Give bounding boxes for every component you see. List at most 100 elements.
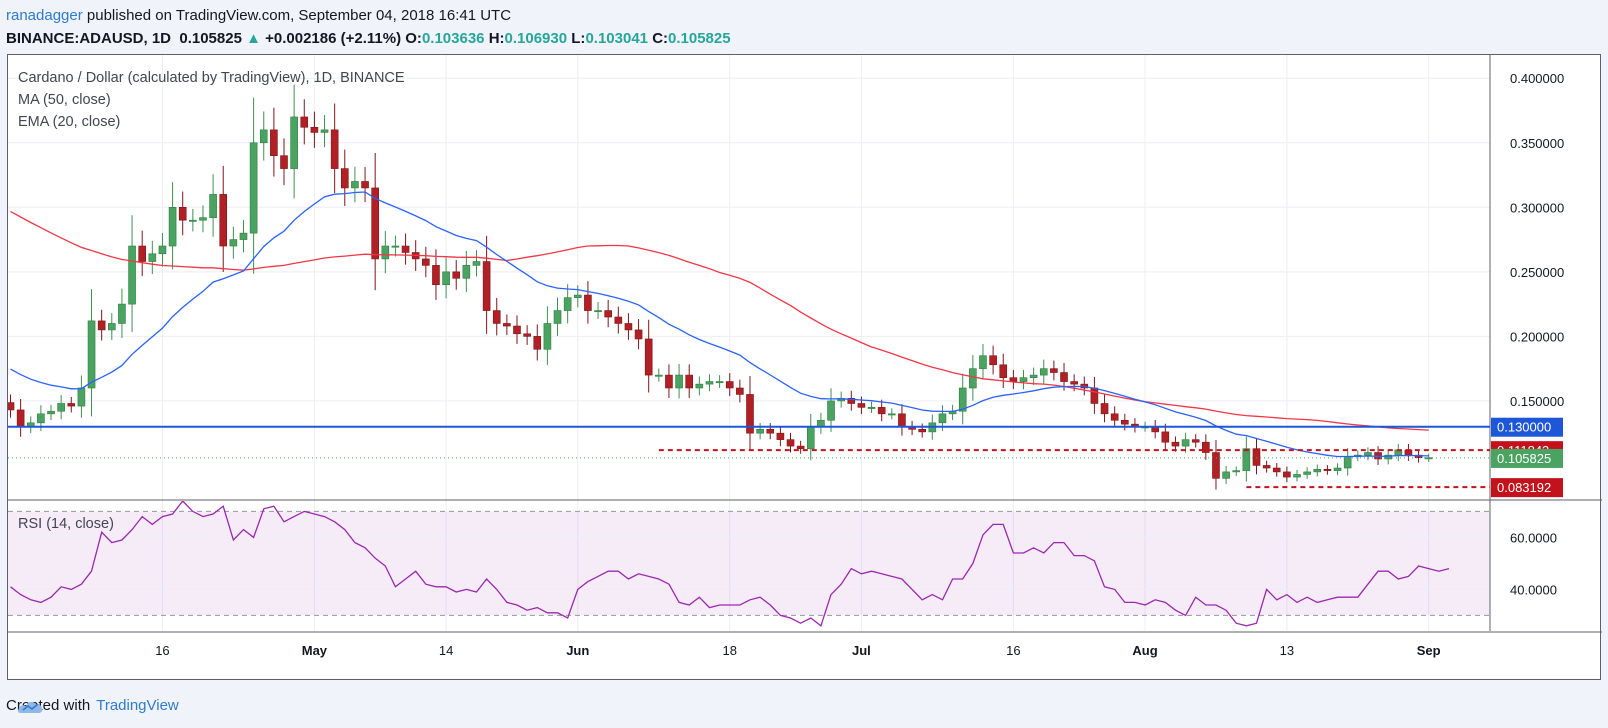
candle-body-down [523, 333, 531, 337]
chart-area[interactable]: 16 May 14 Jun 18 Jul 16 Aug 13 Sep 0.400000 0.35000… [7, 54, 1602, 681]
candle [918, 423, 927, 438]
candle-body-down [766, 429, 775, 434]
candle [239, 220, 248, 253]
candle [138, 230, 146, 277]
candle [685, 364, 694, 399]
candle-body-up [37, 413, 45, 424]
candle [199, 205, 207, 233]
candle-body-up [867, 407, 876, 409]
candle-body-down [1110, 413, 1119, 421]
candle [634, 319, 643, 350]
candle-body-down [492, 310, 501, 324]
candle-body-up [1029, 374, 1038, 378]
candle-body-down [796, 445, 805, 449]
candle-body-down [1121, 419, 1129, 425]
candle [1262, 460, 1271, 473]
candle [148, 240, 157, 275]
candle [300, 99, 309, 145]
candle-body-down [8, 402, 15, 411]
candle [1029, 367, 1038, 386]
candle [1323, 465, 1332, 475]
candle [57, 395, 65, 420]
price-chart[interactable]: 16 May 14 Jun 18 Jul 16 Aug 13 Sep 0.400000 0.35000… [8, 55, 1602, 681]
candle [1232, 466, 1241, 476]
y-tick-label: 0.200000 [1510, 329, 1564, 344]
x-tick-label: 14 [439, 643, 453, 658]
publish-line: ranadagger published on TradingView.com,… [6, 4, 731, 27]
candle [563, 284, 572, 324]
candle [1252, 438, 1261, 475]
candle [280, 138, 288, 186]
candle-body-down [219, 194, 228, 247]
candle-body-up [888, 413, 896, 416]
candle [533, 324, 542, 361]
candle-body-down [999, 364, 1008, 378]
chart-header: ranadagger published on TradingView.com,… [6, 4, 731, 50]
candle-body-up [442, 271, 450, 286]
x-tick-label: Jul [852, 643, 871, 658]
candle [158, 232, 167, 267]
candle [776, 426, 785, 447]
candle [857, 396, 866, 415]
candle [1039, 359, 1048, 384]
candle [1293, 469, 1301, 482]
candle-body-down [1009, 377, 1018, 382]
candle-body-up [168, 207, 177, 247]
candle [310, 111, 319, 148]
candle [908, 420, 916, 436]
candle-body-down [422, 258, 430, 266]
candle-body-down [1070, 381, 1078, 385]
candle [756, 422, 764, 440]
candle-body-up [1333, 467, 1342, 471]
candle [877, 399, 886, 422]
candle-body-down [503, 323, 511, 327]
candles-layer [8, 84, 1433, 490]
close-label: C: [652, 30, 669, 47]
candle-body-down [401, 245, 410, 253]
candle-body-up [715, 381, 724, 384]
candle [827, 388, 835, 432]
ohlc-line: BINANCE:ADAUSD, 1D 0.105825 ▲ +0.002186 … [6, 27, 731, 50]
candle-body-up [1343, 456, 1352, 469]
candle [898, 404, 906, 436]
rsi-line [10, 501, 1450, 627]
candle [948, 404, 957, 421]
candle-body-down [1252, 448, 1261, 466]
candle [178, 191, 187, 236]
tradingview-link[interactable]: TradingView [96, 697, 179, 714]
candle [715, 375, 724, 388]
candle-body-up [1181, 439, 1190, 447]
rsi-tick-label: 40.0000 [1510, 582, 1557, 597]
candle-body-up [1019, 377, 1028, 382]
lower-support-level-label: 0.083192 [1497, 480, 1551, 495]
candle [97, 309, 106, 341]
candle-body-up [675, 374, 683, 389]
candle-body-up [958, 387, 967, 412]
candle [118, 288, 126, 338]
candle [979, 344, 987, 380]
candle [381, 231, 390, 274]
y-tick-label: 0.150000 [1510, 394, 1564, 409]
candle [503, 314, 511, 335]
candle-body-up [695, 383, 704, 389]
candle-body-up [1384, 454, 1392, 460]
candle-body-down [1323, 469, 1332, 471]
candle [259, 111, 268, 161]
candle [553, 297, 562, 336]
candle [725, 373, 734, 397]
candle [786, 432, 795, 453]
candle [1242, 436, 1251, 482]
candle [1151, 420, 1159, 439]
candle-body-down [918, 429, 927, 433]
candle [482, 235, 491, 334]
y-tick-label: 0.300000 [1510, 200, 1564, 215]
candle-body-down [67, 403, 76, 407]
low-label: L: [571, 30, 586, 47]
axes-layer: 16 May 14 Jun 18 Jul 16 Aug 13 Sep 0.400000 0.35000… [8, 55, 1602, 658]
candle-body-down [1283, 471, 1291, 478]
candle [1191, 434, 1200, 448]
candle-body-down [280, 155, 288, 169]
author-link[interactable]: ranadagger [6, 7, 83, 24]
candle-body-up [209, 194, 217, 218]
tradingview-logo-icon [18, 701, 42, 713]
